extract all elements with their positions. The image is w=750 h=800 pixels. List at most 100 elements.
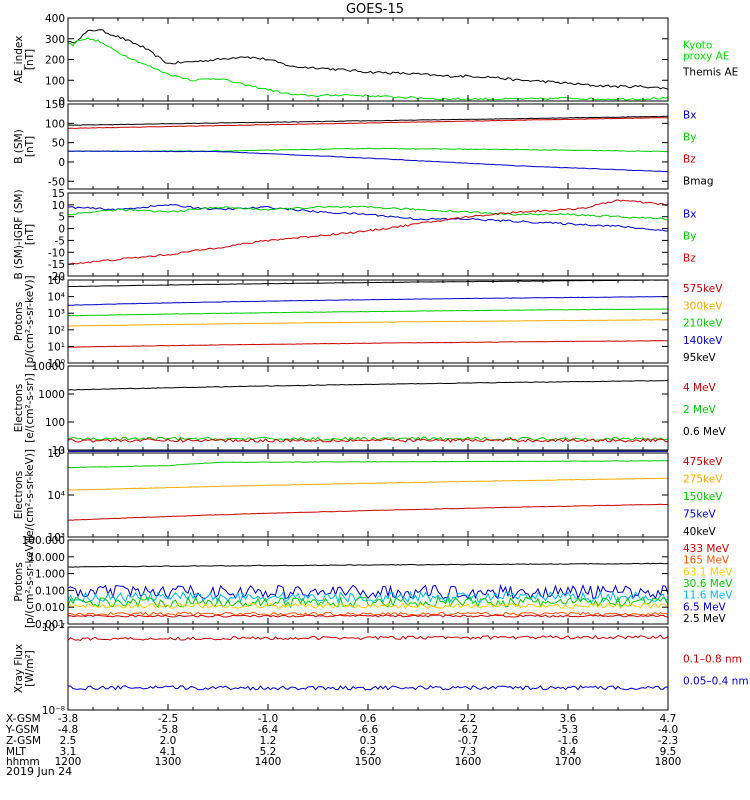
y-tick-label: 10 bbox=[52, 200, 65, 212]
y-tick-label: 10⁴ bbox=[47, 292, 65, 304]
legend-label: 140keV bbox=[683, 335, 723, 347]
legend-label: By bbox=[683, 231, 696, 243]
panel-8: 10⁻⁸ 10⁻⁷ Xray Flux [W/m²] 0.1–0.8 nm 0.05–0.… bbox=[13, 622, 749, 717]
x-row-value: 8.4 bbox=[560, 746, 577, 758]
x-row-value: -4.8 bbox=[58, 724, 79, 736]
y-axis-label: [e/(cm²-s-sr)] bbox=[24, 373, 36, 442]
y-tick-label: 10.000 bbox=[28, 552, 65, 564]
y-tick-label: 0.001 bbox=[35, 619, 65, 631]
x-row-value: -1.0 bbox=[258, 713, 279, 725]
x-row-value: -5.8 bbox=[158, 724, 179, 736]
x-row-value: 9.5 bbox=[660, 746, 677, 758]
y-axis-label: [nT] bbox=[24, 224, 36, 245]
x-row-value: -3.8 bbox=[58, 713, 79, 725]
y-tick-label: -50 bbox=[48, 176, 65, 188]
panel-7: 0.001 0.010 0.100 1.000 10.000 100.000 Protons… bbox=[13, 535, 733, 631]
series-7-5 bbox=[67, 602, 669, 610]
legend-label: Bx bbox=[683, 110, 696, 122]
x-row-value: -6.6 bbox=[358, 724, 379, 736]
legend-label: 300keV bbox=[683, 300, 723, 312]
y-tick-label: 100 bbox=[45, 75, 65, 87]
series-1-1 bbox=[67, 29, 669, 90]
x-row-value: -2.5 bbox=[158, 713, 179, 725]
series-6-5 bbox=[67, 503, 669, 521]
y-tick-label: 300 bbox=[45, 34, 65, 46]
series-3-2 bbox=[67, 205, 669, 221]
series-6-4 bbox=[68, 477, 669, 491]
y-axis-label: AE_index bbox=[13, 36, 25, 84]
y-tick-label: -5 bbox=[55, 235, 65, 247]
panel-frame bbox=[67, 279, 669, 364]
legend-label: Themis AE bbox=[682, 67, 738, 79]
y-tick-label: 10 bbox=[52, 445, 65, 457]
series-7-3 bbox=[67, 590, 669, 604]
y-axis-label: Xray Flux bbox=[13, 644, 25, 693]
x-row-value: 1600 bbox=[455, 756, 482, 768]
series-6-3 bbox=[67, 460, 668, 469]
series-4-3 bbox=[67, 308, 669, 317]
legend-label: 40keV bbox=[683, 526, 717, 538]
series-7-2 bbox=[67, 583, 669, 600]
series-4-5 bbox=[67, 340, 669, 348]
x-row-value: -5.3 bbox=[558, 724, 579, 736]
x-axis-table: X-GSM -3.8 -2.5 -1.0 0.6 2.2 3.6 4.7 Y-GSM -4.8 -5… bbox=[5, 713, 681, 768]
legend-label: 2.5 MeV bbox=[683, 613, 727, 625]
x-row-value: 1500 bbox=[355, 756, 382, 768]
y-tick-label: -10 bbox=[48, 247, 65, 259]
x-row-value: 1700 bbox=[555, 756, 582, 768]
panel-6: 10³ 10⁴ 10⁵ Electrons [e/(cm²-s-sr-keV)] 475k… bbox=[13, 448, 723, 544]
y-tick-label: 150 bbox=[45, 99, 65, 111]
series-2-2 bbox=[67, 117, 668, 129]
y-tick-label: 10000 bbox=[32, 361, 65, 373]
x-row-label: X-GSM bbox=[6, 713, 41, 725]
series-2-1 bbox=[67, 115, 669, 126]
x-row-value: 1.2 bbox=[260, 735, 277, 747]
series-2-4 bbox=[67, 150, 669, 173]
legend-label: Bx bbox=[683, 209, 696, 221]
y-tick-label: -20 bbox=[48, 271, 65, 283]
y-tick-label: 10² bbox=[47, 325, 65, 337]
panel-2: -50 0 50 100 150 B (SM) [nT] Bx By Bz Bmag bbox=[13, 99, 714, 190]
x-row-value: 3.1 bbox=[60, 746, 77, 758]
y-axis-label: [nT] bbox=[24, 136, 36, 157]
panel-frame bbox=[67, 103, 669, 190]
legend-label: 0.1–0.8 nm bbox=[683, 654, 742, 666]
y-tick-label: 400 bbox=[45, 13, 65, 25]
series-1-2 bbox=[67, 37, 669, 101]
y-tick-label: 10⁵ bbox=[47, 275, 65, 287]
x-row-value: 2.0 bbox=[160, 735, 177, 747]
panel-frame bbox=[67, 539, 669, 625]
series-3-1 bbox=[67, 203, 669, 232]
x-row-label: Y-GSM bbox=[5, 724, 39, 736]
series-7-1 bbox=[68, 562, 669, 568]
series-5-1 bbox=[67, 379, 669, 391]
y-axis-label: Protons bbox=[13, 302, 25, 341]
x-row-value: 4.1 bbox=[160, 746, 177, 758]
x-row-value: 2.5 bbox=[60, 735, 77, 747]
legend-label: 433 MeV bbox=[683, 543, 730, 555]
y-axis-label: [p/(cm²-s-sr-keV)] bbox=[24, 536, 36, 628]
y-axis-label: B (SM) bbox=[13, 129, 25, 163]
series-4-4 bbox=[68, 319, 669, 327]
x-row-value: 1200 bbox=[55, 756, 82, 768]
legend-label: proxy AE bbox=[683, 51, 729, 63]
legend-label: 4 MeV bbox=[683, 382, 717, 394]
y-axis-label: [W/m²] bbox=[24, 650, 36, 687]
y-tick-label: 1000 bbox=[38, 389, 65, 401]
series-7-7 bbox=[67, 614, 669, 618]
y-axis-label: Electrons bbox=[13, 471, 25, 520]
x-row-value: 3.6 bbox=[560, 713, 577, 725]
y-axis-label: [nT] bbox=[24, 49, 36, 70]
y-tick-label: 10⁴ bbox=[47, 490, 65, 502]
legend-label: 475keV bbox=[683, 456, 723, 468]
y-tick-label: 10¹ bbox=[47, 341, 65, 353]
y-tick-label: 0 bbox=[58, 157, 65, 169]
series-7-6 bbox=[67, 611, 669, 617]
x-row-value: 0.6 bbox=[360, 713, 377, 725]
x-row-value: -4.0 bbox=[658, 724, 679, 736]
legend-label: 150keV bbox=[683, 491, 723, 503]
y-axis-label: Protons bbox=[13, 562, 25, 601]
y-tick-label: 10³ bbox=[47, 532, 65, 544]
legend-label: Kyoto bbox=[683, 40, 712, 52]
